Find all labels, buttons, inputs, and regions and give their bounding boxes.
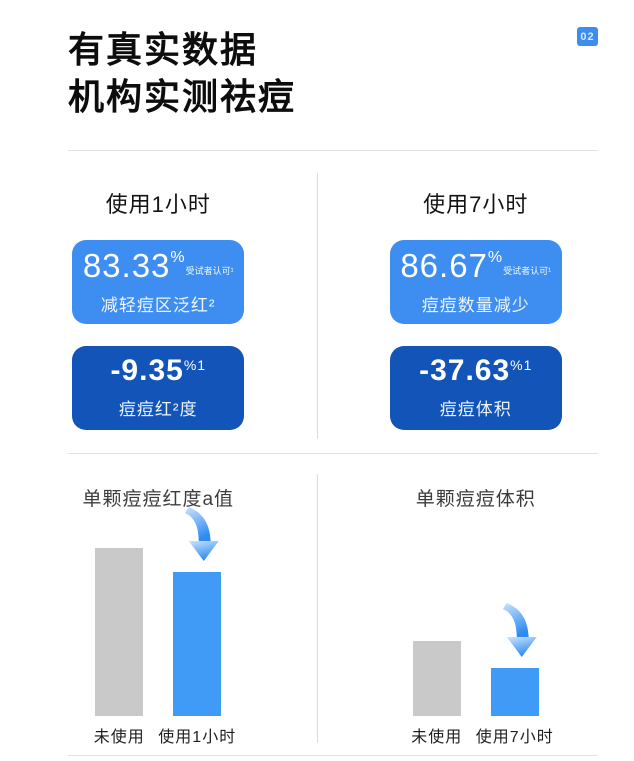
decrease-arrow-icon <box>502 603 537 657</box>
divider-top <box>68 150 598 151</box>
decrease-arrow-icon <box>185 507 220 561</box>
bar-treated <box>490 668 539 716</box>
page-title-line2: 机构实测祛痘 <box>68 76 297 117</box>
divider-vertical-charts <box>316 474 318 743</box>
approval-note: 受试者认可¹ <box>185 265 234 276</box>
bar-group-treated: 使用1小时 <box>158 507 235 746</box>
chart-title: 单颗痘痘体积 <box>415 489 536 510</box>
page-title-line1: 有真实数据 <box>68 29 259 70</box>
metric-value: -9.35 <box>110 354 184 387</box>
chart-plot: 未使用 使用1小时 <box>0 507 317 746</box>
metric-card-7h: -37.63 %1 痘痘体积 <box>389 346 562 430</box>
divider-bottom <box>68 755 598 756</box>
approval-caption: 减轻痘区泛红² <box>100 295 216 315</box>
page-number-badge: 02 <box>577 27 598 46</box>
approval-value: 83.33 <box>82 246 171 284</box>
bar-group-untreated: 未使用 <box>411 641 461 746</box>
bar-label: 未使用 <box>93 729 145 746</box>
metric-value-row: -37.63 %1 <box>419 356 532 386</box>
chart-plot: 未使用 使用7小时 <box>318 603 634 746</box>
metric-value: -37.63 <box>419 354 511 387</box>
approval-card-1h: 83.33 % 受试者认可¹ 减轻痘区泛红² <box>72 240 245 324</box>
approval-note: 受试者认可¹ <box>503 265 552 276</box>
metric-value-row: -9.35 %1 <box>110 356 206 386</box>
bar-treated <box>173 572 222 716</box>
chart-redness: 单颗痘痘红度a值 未使用 <box>0 454 317 755</box>
metric-unit-sup: %1 <box>183 357 207 373</box>
approval-card-7h: 86.67 % 受试者认可¹ 痘痘数量减少 <box>389 240 562 324</box>
bar-label: 使用1小时 <box>158 729 237 746</box>
divider-vertical-stats <box>316 173 318 439</box>
bar-group-treated: 使用7小时 <box>476 603 553 746</box>
approval-value-row: 86.67 % 受试者认可¹ <box>400 249 551 282</box>
bar-label: 使用7小时 <box>475 729 554 746</box>
stats-column-7h: 使用7小时 86.67 % 受试者认可¹ 痘痘数量减少 -37.63 %1 痘痘… <box>318 151 634 453</box>
metric-caption: 痘痘体积 <box>439 400 512 419</box>
metric-caption: 痘痘红²度 <box>118 400 198 419</box>
header: 有真实数据 机构实测祛痘 <box>0 0 634 120</box>
metric-unit-sup: %1 <box>510 357 533 373</box>
stats-header-1h: 使用1小时 <box>105 192 211 217</box>
divider-middle <box>68 453 598 454</box>
stats-section: 使用1小时 83.33 % 受试者认可¹ 减轻痘区泛红² -9.35 %1 痘痘… <box>0 151 634 453</box>
approval-value-row: 83.33 % 受试者认可¹ <box>83 249 234 282</box>
metric-card-1h: -9.35 %1 痘痘红²度 <box>72 346 245 430</box>
bar-group-untreated: 未使用 <box>94 548 144 746</box>
bar-untreated <box>412 641 461 716</box>
percent-sign: % <box>487 248 503 266</box>
percent-sign: % <box>170 248 185 266</box>
stats-header-7h: 使用7小时 <box>423 192 529 217</box>
chart-title: 单颗痘痘红度a值 <box>82 489 235 510</box>
bar-untreated <box>95 548 144 716</box>
stats-column-1h: 使用1小时 83.33 % 受试者认可¹ 减轻痘区泛红² -9.35 %1 痘痘… <box>0 151 317 453</box>
charts-section: 单颗痘痘红度a值 未使用 <box>0 454 634 755</box>
page-title: 有真实数据 机构实测祛痘 <box>68 26 598 120</box>
bar-label: 未使用 <box>411 729 463 746</box>
approval-caption: 痘痘数量减少 <box>421 295 530 315</box>
chart-volume: 单颗痘痘体积 未使用 <box>318 454 634 755</box>
approval-value: 86.67 <box>400 246 488 284</box>
